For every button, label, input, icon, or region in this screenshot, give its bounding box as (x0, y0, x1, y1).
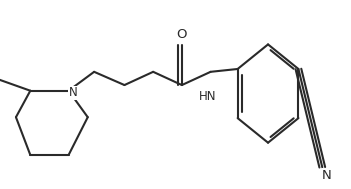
Text: O: O (177, 28, 187, 40)
Text: N: N (322, 169, 332, 182)
Text: HN: HN (199, 90, 216, 103)
Text: N: N (69, 86, 78, 99)
